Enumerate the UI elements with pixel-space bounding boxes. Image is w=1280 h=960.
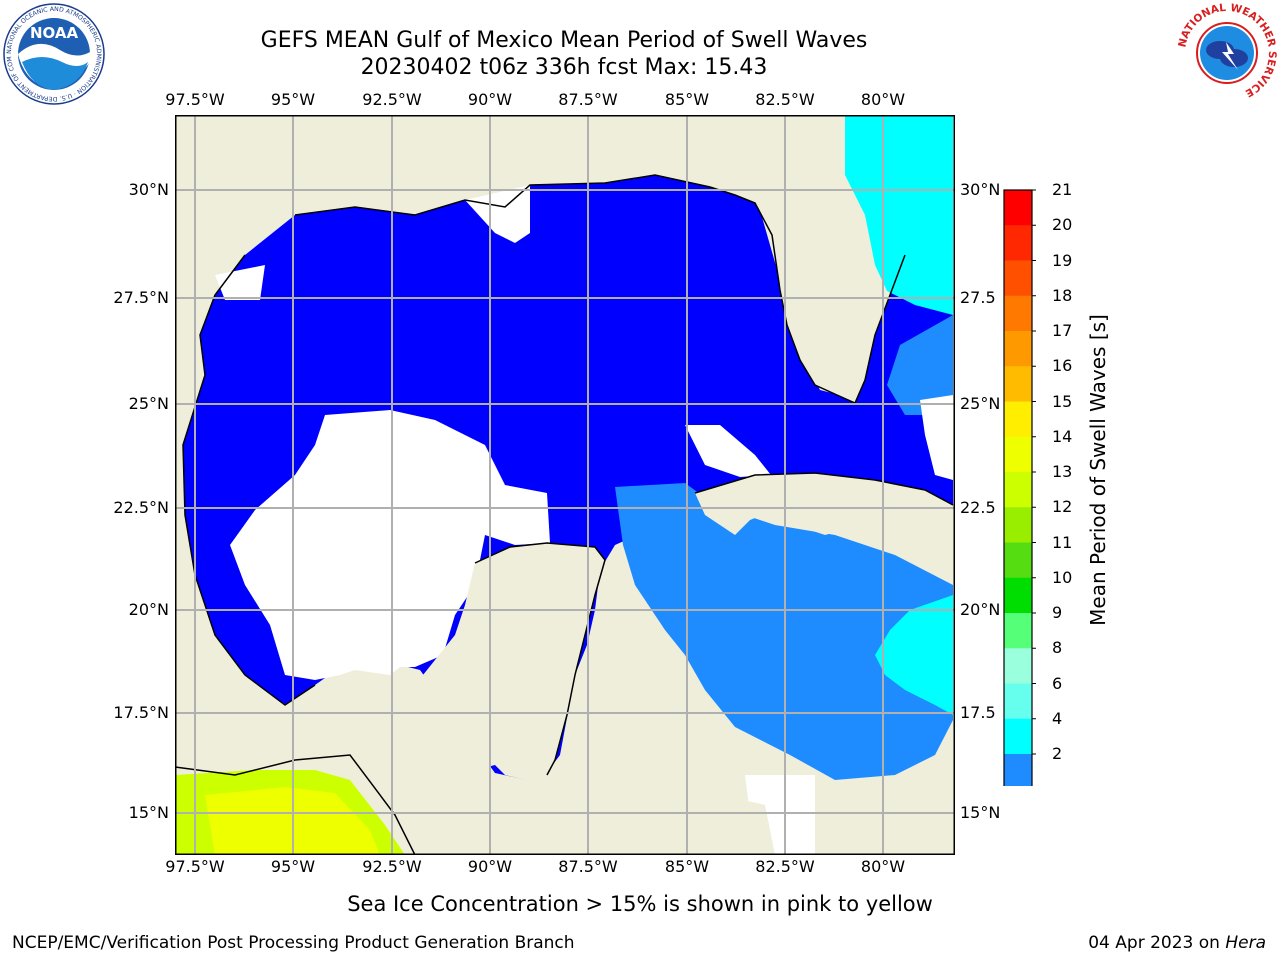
lon-label-bottom: 92.5°W [362, 857, 422, 876]
atlantic-swell-region [845, 115, 953, 315]
lon-label-bottom: 82.5°W [755, 857, 815, 876]
colorbar-label: 17 [1052, 321, 1073, 340]
lon-label-bottom: 80°W [860, 857, 906, 876]
colorbar-segment [1004, 436, 1032, 473]
lat-label-left: 25°N [128, 394, 169, 413]
colorbar-label: 9 [1052, 603, 1063, 622]
lon-label-top: 80°W [860, 90, 906, 109]
colorbar-segment [1004, 190, 1032, 226]
map-frame [175, 115, 955, 855]
colorbar-label: 19 [1052, 250, 1073, 270]
lon-label-bottom: 95°W [270, 857, 316, 876]
lat-label-right: 30°N [960, 180, 1001, 199]
colorbar-label: 15 [1052, 391, 1073, 411]
colorbar-segment [1004, 577, 1032, 614]
footer-date-text: 04 Apr 2023 on [1088, 933, 1226, 953]
colorbar-segment [1004, 260, 1032, 297]
colorbar-label: 14 [1052, 426, 1073, 446]
footer-date: 04 Apr 2023 on Hera [1088, 933, 1266, 953]
lon-label-top: 97.5°W [165, 90, 225, 109]
colorbar-segment [1004, 225, 1032, 261]
lon-label-bottom: 87.5°W [558, 857, 618, 876]
colorbar-title: Mean Period of Swell Waves [s] [1086, 314, 1110, 626]
colorbar-segment [1004, 754, 1032, 786]
colorbar-segment [1004, 295, 1032, 332]
colorbar-label: 20 [1052, 215, 1073, 235]
colorbar-frame [1003, 189, 1033, 786]
colorbar-label: 2 [1052, 744, 1063, 763]
colorbar-segment [1004, 542, 1032, 579]
colorbar-segment [1004, 683, 1032, 720]
coastline [175, 174, 954, 855]
lat-label-right: 25°N [960, 394, 1001, 413]
colorbar-segment [1004, 507, 1032, 543]
nws-logo-icon: NATIONAL WEATHER SERVICE [1176, 2, 1278, 102]
lat-label-left: 27.5°N [113, 288, 169, 307]
no-swell-region-texas [215, 265, 265, 300]
lat-label-right: 22.5 [960, 498, 996, 517]
colorbar-segment [1004, 366, 1032, 402]
colorbar-segment [1004, 331, 1032, 367]
map-title: GEFS MEAN Gulf of Mexico Mean Period of … [260, 28, 868, 53]
lon-label-top: 90°W [467, 90, 513, 109]
footer-host: Hera [1225, 933, 1266, 953]
land-florida [760, 195, 865, 395]
lon-label-top: 87.5°W [558, 90, 618, 109]
no-swell-region-west [230, 410, 550, 680]
lat-label-left: 22.5°N [113, 498, 169, 517]
colorbar-label: 18 [1052, 285, 1073, 305]
lat-label-right: 17.5 [960, 703, 996, 722]
lat-label-left: 17.5°N [113, 703, 169, 722]
colorbar-label: 11 [1052, 532, 1073, 552]
colorbar-label: 12 [1052, 497, 1073, 517]
lon-label-top: 85°W [664, 90, 710, 109]
map-panel [175, 115, 955, 855]
colorbar-segment [1004, 613, 1032, 649]
colorbar-segment [1004, 718, 1032, 755]
lat-label-left: 15°N [128, 803, 169, 822]
gridlines [175, 115, 955, 855]
colorbar-segment [1004, 472, 1032, 508]
colorbar-label: 13 [1052, 462, 1073, 481]
land-cuba [695, 473, 953, 555]
map-subtitle: 20230402 t06z 336h fcst Max: 15.43 [360, 55, 768, 80]
no-swell-region-yucatan-channel [685, 425, 771, 477]
lat-label-left: 20°N [128, 600, 169, 619]
colorbar [1003, 189, 1036, 786]
lon-label-top: 95°W [270, 90, 316, 109]
colorbar-label: 6 [1052, 673, 1063, 693]
sea-ice-note: Sea Ice Concentration > 15% is shown in … [347, 892, 933, 916]
no-swell-region-florida-straits [920, 395, 953, 480]
colorbar-label: 21 [1052, 180, 1073, 199]
footer-credit: NCEP/EMC/Verification Post Processing Pr… [12, 933, 575, 953]
lat-label-right: 27.5 [960, 288, 996, 307]
colorbar-label: 10 [1052, 567, 1073, 587]
land-yucatan [415, 543, 605, 781]
atlantic-mid-swell-region [887, 315, 953, 415]
colorbar-label: 16 [1052, 356, 1073, 376]
noaa-logo-text: NOAA [30, 24, 79, 42]
noaa-logo-icon: NATIONAL OCEANIC AND ATMOSPHERIC ADMINIS… [2, 2, 105, 105]
colorbar-segment [1004, 648, 1032, 684]
lon-label-top: 92.5°W [362, 90, 422, 109]
colorbar-segment [1004, 401, 1032, 438]
lon-label-bottom: 97.5°W [165, 857, 225, 876]
colorbar-label: 4 [1052, 708, 1063, 728]
colorbar-label: 8 [1052, 638, 1063, 658]
lon-label-top: 82.5°W [755, 90, 815, 109]
caribbean-high-swell-region [875, 595, 953, 715]
lat-label-right: 20°N [960, 600, 1001, 619]
lon-label-bottom: 85°W [664, 857, 710, 876]
lon-label-bottom: 90°W [467, 857, 513, 876]
lat-label-right: 15°N [960, 803, 1001, 822]
lat-label-left: 30°N [128, 180, 169, 199]
